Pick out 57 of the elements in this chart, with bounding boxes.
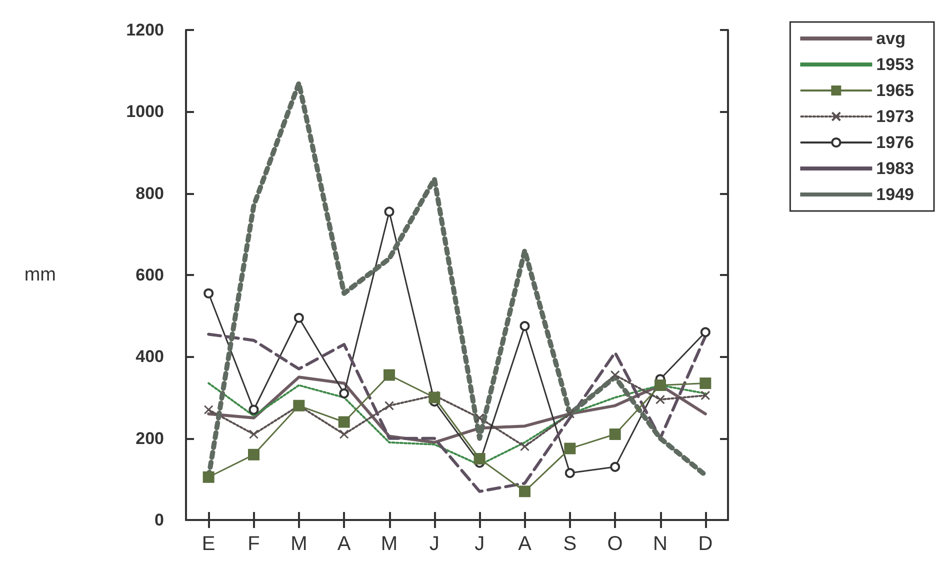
y-tick-label: 800 bbox=[136, 184, 164, 203]
point bbox=[204, 405, 214, 414]
point bbox=[202, 471, 214, 483]
x-tick-label: D bbox=[698, 533, 713, 555]
point bbox=[700, 327, 710, 338]
point bbox=[384, 400, 394, 410]
y-tick-label: 200 bbox=[136, 428, 164, 448]
point bbox=[204, 288, 214, 298]
point bbox=[294, 312, 304, 323]
point bbox=[384, 206, 394, 217]
point bbox=[249, 430, 258, 439]
point bbox=[609, 428, 621, 440]
x-tick-label: J bbox=[429, 533, 440, 555]
y-tick-label: 0 bbox=[154, 510, 164, 530]
point bbox=[656, 394, 665, 404]
x-tick-label: J bbox=[474, 533, 485, 555]
x-tick-label: E bbox=[202, 533, 216, 555]
point bbox=[520, 442, 530, 452]
point bbox=[339, 430, 349, 439]
x-tick-label: A bbox=[518, 533, 532, 555]
x-tick-label: M bbox=[380, 533, 398, 555]
point bbox=[248, 448, 260, 460]
point bbox=[654, 380, 666, 391]
x-tick-label: A bbox=[337, 533, 352, 555]
y-tick-label: 1200 bbox=[126, 20, 164, 40]
point bbox=[384, 369, 395, 381]
point bbox=[338, 416, 350, 428]
point bbox=[428, 392, 440, 404]
point bbox=[520, 321, 530, 332]
y-tick-label: 600 bbox=[136, 266, 164, 284]
x-tick-label: S bbox=[563, 533, 577, 555]
y-tick-label: 1000 bbox=[126, 102, 164, 122]
point bbox=[565, 409, 575, 419]
legend-label: 1973 bbox=[876, 107, 914, 126]
legend-label: avg bbox=[876, 29, 906, 48]
legend-label: 1976 bbox=[876, 133, 914, 152]
point bbox=[564, 442, 576, 454]
y-axis-title: mm bbox=[24, 264, 56, 286]
point bbox=[610, 370, 620, 380]
point bbox=[700, 390, 710, 400]
x-tick-label: F bbox=[248, 533, 260, 555]
point bbox=[610, 462, 620, 472]
x-tick-label: O bbox=[607, 533, 623, 555]
x-tick-label: M bbox=[290, 533, 308, 555]
point bbox=[474, 453, 486, 464]
point bbox=[474, 413, 484, 423]
y-tick-label: 400 bbox=[136, 347, 164, 366]
x-tick-label: N bbox=[653, 533, 668, 555]
point bbox=[700, 377, 712, 389]
point bbox=[564, 468, 575, 478]
point bbox=[339, 388, 350, 398]
point bbox=[248, 404, 259, 415]
legend-label: 1949 bbox=[876, 185, 914, 204]
legend-label: 1983 bbox=[876, 159, 914, 178]
legend-label: 1965 bbox=[876, 81, 914, 100]
point bbox=[519, 486, 530, 498]
legend-label: 1953 bbox=[876, 55, 914, 74]
